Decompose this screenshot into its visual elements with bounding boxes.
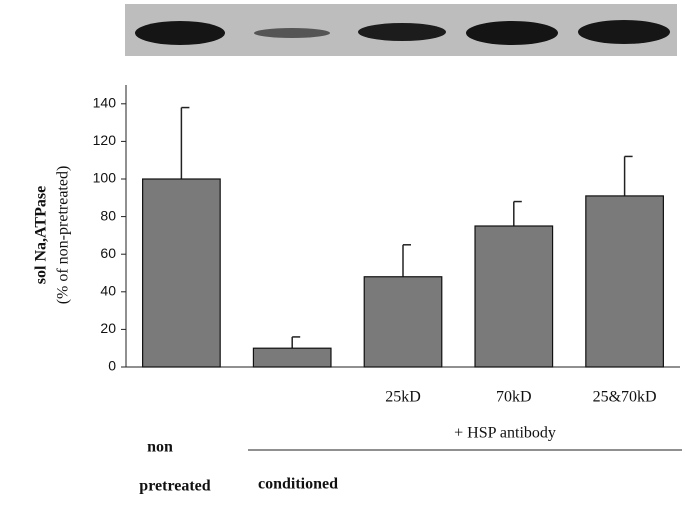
y-axis-label: sol Na,ATPase <box>33 186 50 284</box>
y-tick-label: 40 <box>100 283 116 299</box>
bottom-label: pretreated <box>139 478 210 495</box>
bar <box>142 178 221 368</box>
y-tick-label: 60 <box>100 245 116 261</box>
y-tick-label: 100 <box>93 170 117 186</box>
y-tick-label: 0 <box>108 358 116 374</box>
bottom-label: conditioned <box>258 476 338 493</box>
bar <box>363 276 443 368</box>
x-tick-label: 70kD <box>496 389 532 406</box>
blot-image <box>125 4 677 56</box>
bottom-label: non <box>147 439 173 456</box>
group-label: + HSP antibody <box>454 425 556 442</box>
x-tick-label: 25kD <box>385 389 421 406</box>
x-tick-label: 25&70kD <box>593 389 657 406</box>
y-tick-label: 120 <box>93 132 117 148</box>
bar <box>585 195 664 368</box>
y-tick-label: 80 <box>100 207 116 223</box>
y-tick-label: 20 <box>100 320 116 336</box>
bar <box>252 347 332 368</box>
y-axis-sublabel: (% of non-pretreated) <box>55 166 72 305</box>
bar <box>474 225 554 368</box>
y-tick-label: 140 <box>93 95 117 111</box>
